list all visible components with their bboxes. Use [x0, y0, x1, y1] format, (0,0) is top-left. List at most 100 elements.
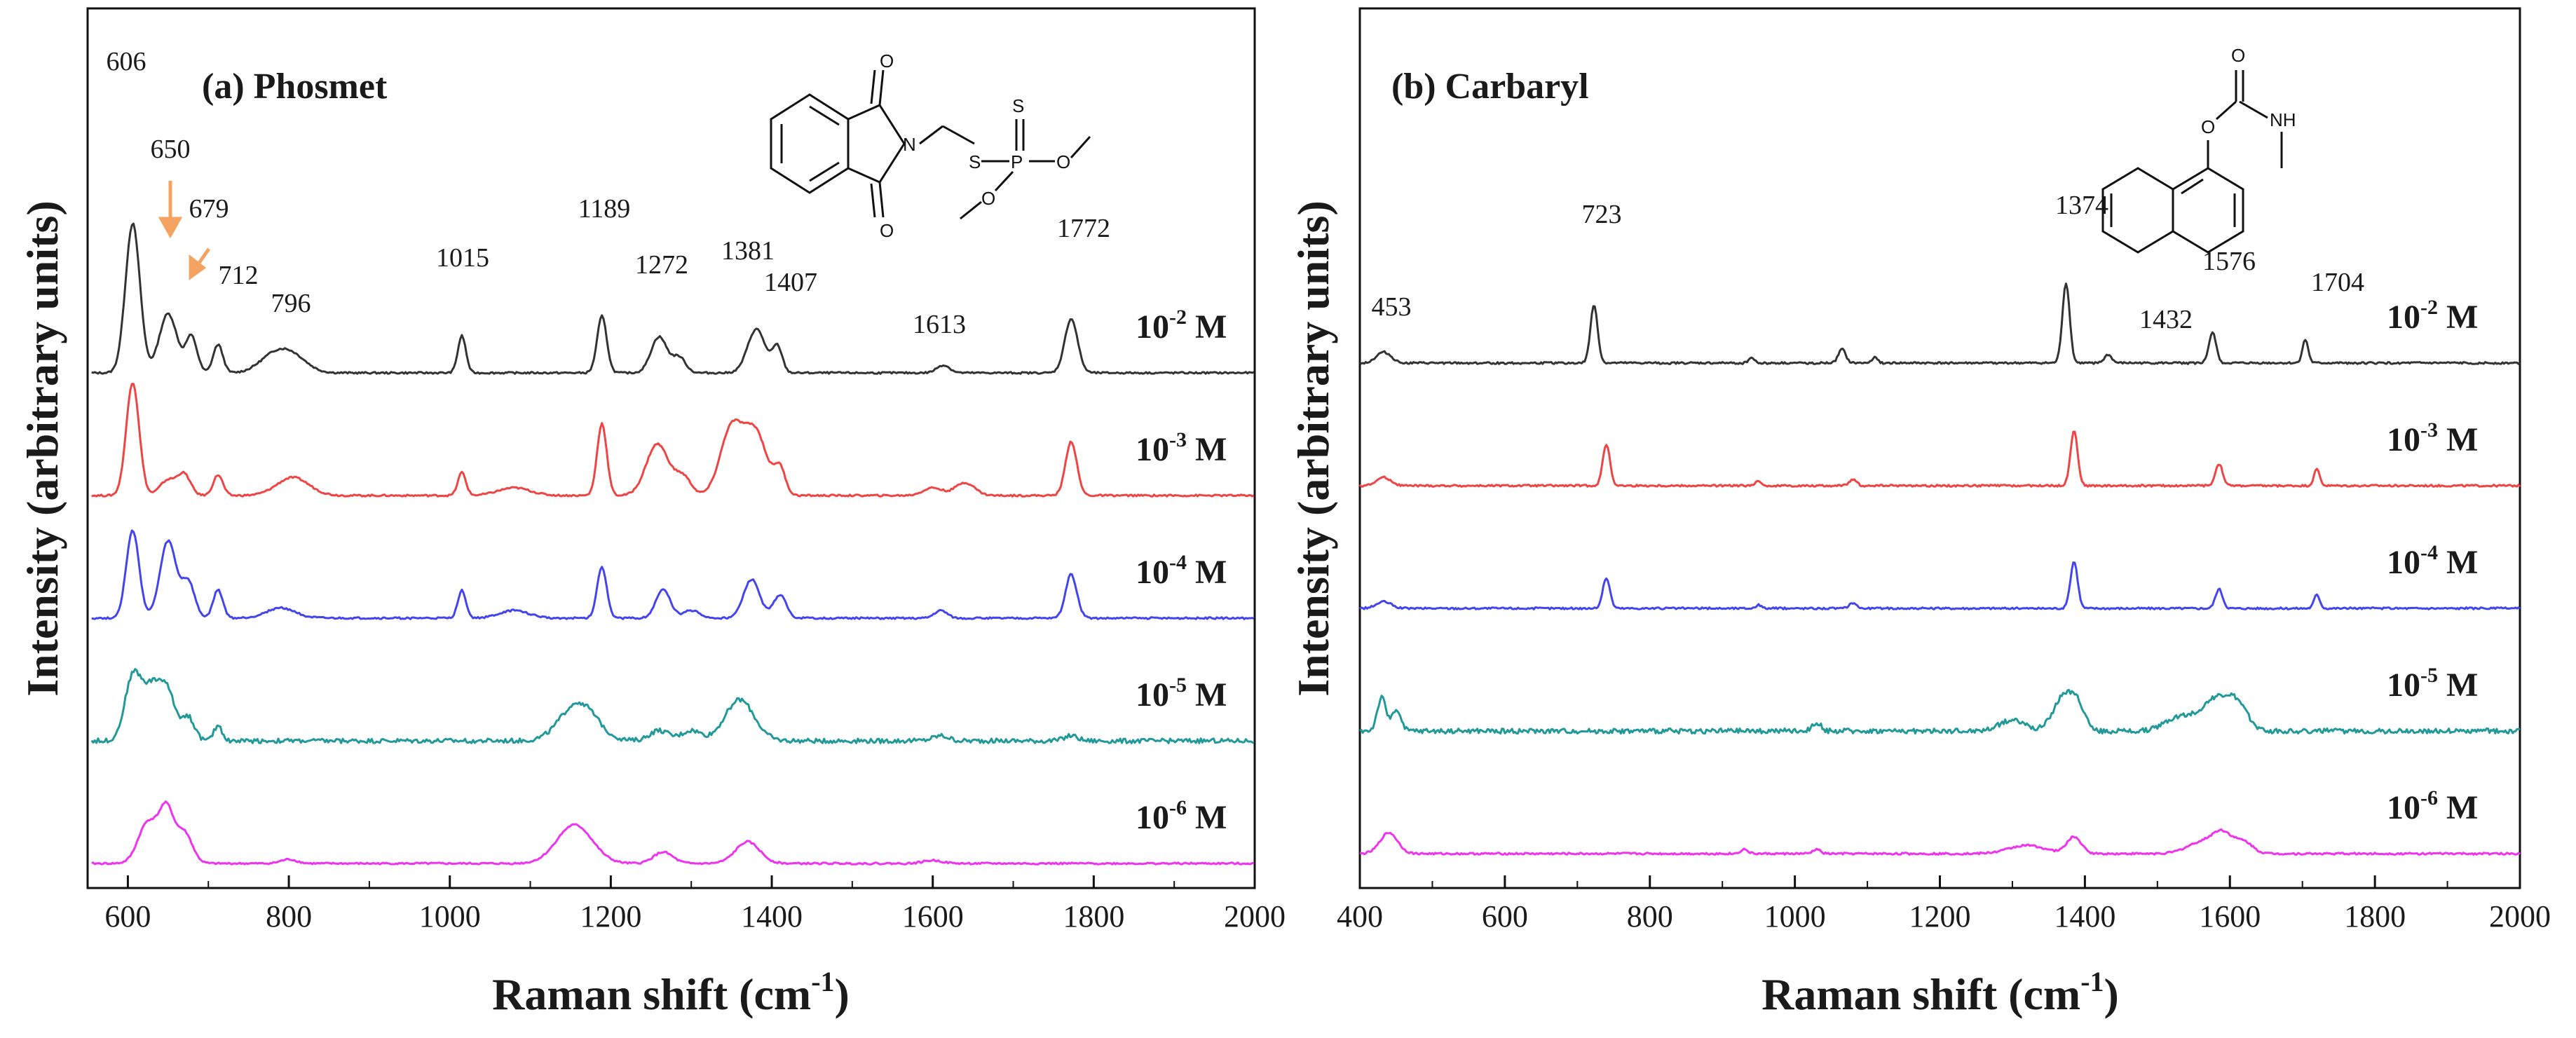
arrow-679-head [189, 254, 207, 280]
x-tick-label: 1000 [1764, 899, 1826, 934]
concentration-label: 10-5 M [1136, 674, 1227, 713]
x-tick-label: 600 [104, 899, 151, 934]
phosmet-n: N [903, 134, 916, 155]
x-tick-label: 1400 [2054, 899, 2115, 934]
peak-label-606: 606 [107, 47, 146, 76]
panel-b-peak-labels: 453 723 1374 1432 1576 1704 [1372, 191, 2365, 334]
concentration-label: 10-4 M [1136, 551, 1227, 591]
x-tick-label: 2000 [2489, 899, 2551, 934]
peak-label-723: 723 [1582, 200, 1622, 229]
x-tick-label: 1600 [902, 899, 964, 934]
carbaryl-o-carbonyl: O [2231, 45, 2245, 66]
phosmet-o-bottom: O [880, 220, 894, 241]
panel-b-title: (b) Carbaryl [1391, 67, 1589, 107]
panel-b-x-axis-title-main: Raman shift (cm [1761, 969, 2080, 1019]
conc-exponent: -3 [2420, 418, 2438, 442]
concentration-label: 10-5 M [2387, 664, 2478, 704]
concentration-label: 10-6 M [1136, 796, 1227, 836]
panel-a-series [90, 222, 1255, 866]
conc-exponent: -4 [1169, 551, 1187, 574]
x-tick-label: 1600 [2199, 899, 2261, 934]
concentration-label: 10-6 M [2387, 786, 2478, 826]
panel-a-frame [86, 7, 1256, 889]
spectrum-line-neg3 [91, 383, 1255, 498]
panel-a-x-axis-title: Raman shift (cm-1) [492, 966, 850, 1019]
phosmet-structure: O O N S P S O O [770, 50, 1091, 241]
x-tick-label: 2000 [1224, 899, 1286, 934]
spectrum-line-neg3 [1358, 430, 2521, 488]
spectrum-line-neg2 [91, 222, 1255, 375]
spectrum-line-neg6 [1359, 828, 2521, 856]
x-tick-label: 1200 [580, 899, 641, 934]
spectrum-line-neg2 [1359, 282, 2521, 365]
conc-exponent: -4 [2420, 541, 2438, 564]
panel-b-x-axis-title-sup: -1 [2080, 966, 2104, 997]
panel-a-y-axis-title: Intensity (arbitrary units) [18, 200, 67, 697]
conc-base: 10 [2387, 421, 2420, 458]
conc-unit: M [1187, 308, 1227, 346]
conc-base: 10 [1136, 308, 1169, 346]
peak-label-1613: 1613 [913, 310, 966, 339]
concentration-label: 10-3 M [1136, 428, 1227, 468]
conc-unit: M [2438, 421, 2478, 458]
conc-base: 10 [1136, 554, 1169, 591]
panel-b-concentration-labels: 10-2 M 10-3 M 10-4 M 10-5 M 10-6 M [2387, 296, 2478, 826]
conc-unit: M [2438, 789, 2478, 826]
phosmet-o-methoxy-left: O [981, 188, 995, 209]
x-tick-label: 800 [266, 899, 312, 934]
conc-base: 10 [1136, 799, 1169, 836]
phosmet-s-link: S [969, 151, 981, 172]
concentration-label: 10-2 M [2387, 296, 2478, 336]
peak-label-679: 679 [189, 194, 229, 224]
spectrum-line-neg4 [91, 529, 1255, 620]
panel-b-x-axis-title: Raman shift (cm-1) [1761, 966, 2119, 1019]
peak-label-453: 453 [1372, 292, 1412, 322]
peak-label-1772: 1772 [1057, 214, 1110, 243]
x-tick-label: 1800 [2344, 899, 2406, 934]
arrow-679 [196, 247, 211, 266]
panel-a-phosmet: 600 800 1000 1200 1400 1600 1800 2000 606 650 679… [18, 7, 1286, 1019]
x-tick-label: 400 [1337, 899, 1383, 934]
x-tick-label: 1000 [419, 899, 481, 934]
conc-base: 10 [1136, 431, 1169, 468]
panel-b-y-axis-title: Intensity (arbitrary units) [1288, 200, 1338, 697]
conc-base: 10 [1136, 676, 1169, 713]
conc-unit: M [1187, 554, 1227, 591]
conc-exponent: -6 [1169, 796, 1187, 819]
conc-exponent: -5 [1169, 674, 1187, 697]
peak-label-650: 650 [151, 135, 191, 164]
carbaryl-structure: O O NH [2101, 45, 2296, 254]
peak-label-712: 712 [219, 261, 259, 290]
concentration-label: 10-2 M [1136, 306, 1227, 346]
conc-unit: M [1187, 431, 1227, 468]
carbaryl-o-ester: O [2201, 116, 2215, 137]
peak-label-1432: 1432 [2139, 305, 2193, 334]
conc-exponent: -2 [1169, 306, 1187, 329]
phosmet-o-top: O [880, 50, 894, 71]
conc-unit: M [1187, 676, 1227, 713]
x-tick-label: 1400 [741, 899, 803, 934]
conc-unit: M [2438, 667, 2478, 704]
panel-a-x-axis-title-end: ) [835, 969, 850, 1019]
x-tick-label: 800 [1627, 899, 1673, 934]
panel-a-arrows [158, 181, 211, 280]
panel-a-concentration-labels: 10-2 M10-3 M10-4 M10-5 M10-6 M [1136, 306, 1227, 836]
panel-b-carbaryl: 400 600 800 1000 1200 1400 1600 1800 2000 453 723… [1288, 7, 2551, 1019]
conc-exponent: -6 [2420, 786, 2438, 810]
x-tick-label: 1800 [1063, 899, 1124, 934]
x-tick-label: 1200 [1909, 899, 1971, 934]
peak-label-1015: 1015 [436, 243, 489, 273]
peak-label-1374: 1374 [2055, 191, 2108, 220]
spectrum-line-neg5 [90, 668, 1255, 744]
peak-label-1407: 1407 [764, 268, 817, 297]
concentration-label: 10-4 M [2387, 541, 2478, 581]
conc-unit: M [1187, 799, 1227, 836]
phosmet-s-thiono: S [1012, 95, 1024, 116]
phosmet-o-methoxy-right: O [1056, 151, 1070, 172]
peak-label-1189: 1189 [578, 194, 631, 224]
peak-label-1272: 1272 [635, 250, 688, 280]
spectrum-line-neg6 [91, 800, 1254, 866]
panel-a-x-axis-title-sup: -1 [811, 966, 834, 997]
